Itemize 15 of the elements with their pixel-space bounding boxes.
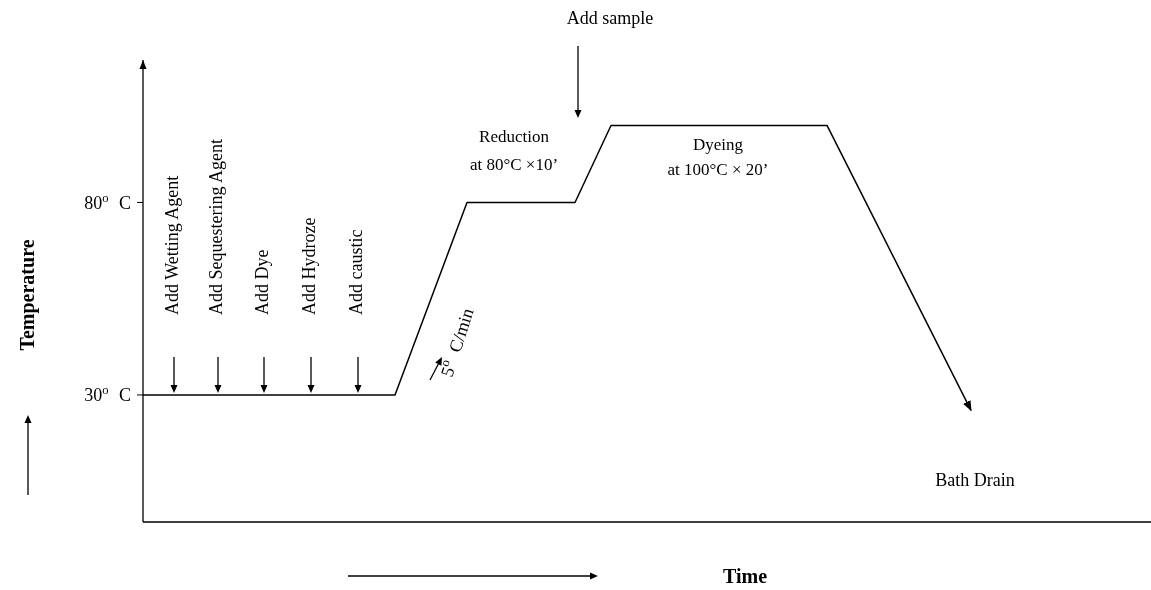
annotation: Add Sequestering Agent (206, 139, 226, 315)
annotation: at 80°C ×10’ (469, 155, 559, 174)
y-axis-title: Temperature (16, 239, 39, 351)
annotation: Add Hydroze (299, 217, 319, 315)
annotation: Add Dye (252, 249, 272, 315)
annotation: Add caustic (346, 229, 366, 315)
y-tick-label: 30$^{o}$ C (84, 383, 131, 406)
y-tick-label: 80$^{o}$ C (84, 190, 131, 213)
annotation: Reduction (479, 127, 550, 146)
annotation: Dyeing (692, 135, 744, 154)
annotation: at 100°C × 20’ (667, 160, 769, 179)
x-axis-title: Time (722, 565, 768, 587)
annotation: Bath Drain (935, 470, 1015, 490)
annotation: Add Wetting Agent (162, 175, 182, 315)
text: Add sample (566, 8, 654, 28)
